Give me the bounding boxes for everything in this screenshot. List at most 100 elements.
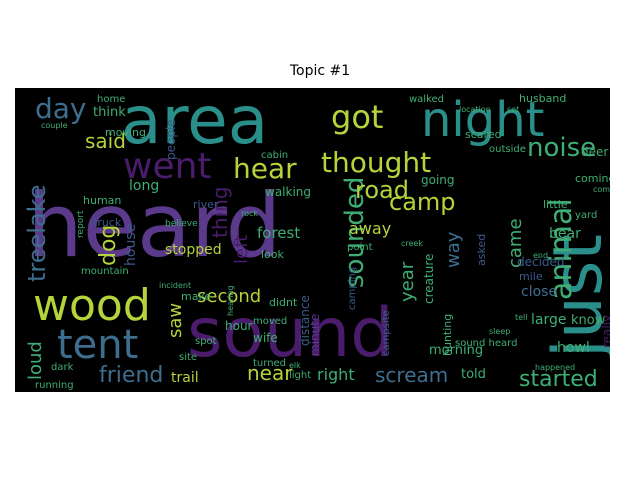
word-campsite: campsite — [381, 310, 392, 356]
word-decided: decided — [517, 255, 565, 269]
word-year: year — [397, 261, 418, 302]
word-going: going — [421, 173, 455, 187]
word-animal: animal — [544, 198, 579, 300]
word-didnt: didnt — [269, 296, 298, 309]
word-running: running — [35, 380, 74, 391]
word-moved: moved — [253, 316, 287, 327]
word-said: said — [85, 129, 126, 153]
word-human: human — [83, 194, 121, 207]
word-believe: believe — [165, 219, 198, 229]
word-morning: morning — [429, 343, 483, 358]
word-tell: tell — [515, 313, 528, 322]
word-tent: tent — [57, 322, 138, 368]
word-thing: thing — [208, 187, 232, 238]
word-day: day — [35, 92, 87, 125]
word-started: started — [519, 367, 598, 392]
word-rock: rock — [241, 209, 258, 218]
word-couple: couple — [41, 121, 68, 130]
word-creek: creek — [401, 239, 423, 248]
word-left: left — [231, 235, 252, 264]
word-mile: mile — [519, 270, 543, 283]
word-moving: moving — [105, 126, 146, 139]
word-long: long — [129, 178, 159, 194]
word-set: set — [507, 105, 519, 114]
word-mountain: mountain — [81, 266, 129, 277]
word-dog: dog — [96, 225, 121, 266]
word-area: area — [121, 88, 268, 159]
word-dark: dark — [51, 362, 74, 373]
word-thought: thought — [321, 146, 431, 179]
word-cabin: cabin — [261, 150, 288, 161]
word-told: told — [461, 367, 486, 382]
word-sounded: sounded — [340, 177, 370, 288]
word-incident: incident — [159, 281, 191, 290]
word-went: went — [123, 146, 212, 187]
plot-title: Topic #1 — [289, 63, 351, 79]
word-howl: howl — [557, 340, 590, 356]
word-minute: minute — [308, 314, 322, 356]
word-loud: loud — [25, 341, 46, 380]
word-camp: camp — [389, 188, 456, 216]
word-house: house — [123, 224, 139, 266]
word-way: way — [443, 231, 464, 268]
word-wife: wife — [253, 331, 278, 345]
word-hearing: hearing — [226, 285, 235, 316]
word-forest: forest — [257, 224, 300, 242]
word-noise: noise — [527, 133, 596, 163]
word-location: location — [459, 105, 491, 114]
word-coming: coming — [575, 172, 610, 185]
word-river: river — [193, 198, 219, 211]
word-got: got — [331, 98, 383, 136]
word-night: night — [421, 92, 544, 148]
word-hour: hour — [225, 319, 253, 333]
word-second: second — [197, 286, 261, 307]
word-away: away — [349, 219, 391, 238]
word-look: look — [261, 248, 285, 261]
word-sound: sound — [187, 294, 393, 373]
word-hunting: hunting — [441, 314, 454, 356]
word-walked: walked — [409, 94, 444, 105]
word-think: think — [93, 105, 126, 120]
word-large: large — [531, 312, 566, 328]
word-truck: truck — [93, 216, 122, 229]
word-creature: creature — [422, 254, 436, 304]
word-trail: trail — [171, 370, 199, 386]
word-walking: walking — [265, 185, 311, 199]
word-turned: turned — [253, 358, 286, 369]
word-scream: scream — [375, 363, 448, 387]
word-deer: deer — [581, 145, 608, 159]
word-happened: happened — [535, 363, 575, 372]
word-home: home — [97, 94, 125, 105]
word-just: just — [539, 234, 610, 360]
word-distance: distance — [298, 295, 312, 346]
word-point: point — [347, 242, 373, 253]
word-came: came — [505, 218, 526, 268]
word-little: little — [543, 198, 568, 211]
word-sound-heard: sound heard — [455, 338, 517, 349]
word-elk: elk — [289, 361, 301, 370]
word-right: right — [317, 365, 355, 384]
word-really: really — [600, 315, 610, 348]
word-husband: husband — [519, 92, 566, 105]
word-friend: friend — [99, 363, 163, 388]
word-spot: spot — [195, 336, 217, 347]
word-road: road — [355, 176, 409, 204]
word-close: close — [521, 284, 557, 300]
word-come: come — [593, 185, 610, 194]
word-report: report — [76, 210, 86, 238]
word-saw: saw — [165, 303, 186, 338]
word-wood: wood — [33, 280, 151, 331]
word-know: know — [571, 313, 606, 328]
word-yard: yard — [575, 210, 597, 221]
word-near: near — [247, 361, 293, 385]
word-camping: camping — [347, 267, 358, 310]
word-light: light — [289, 370, 311, 381]
word-outside: outside — [489, 144, 526, 155]
word-make: make — [181, 290, 211, 303]
word-people: people — [164, 119, 178, 160]
word-asked: asked — [475, 234, 488, 266]
word-hear: hear — [233, 152, 297, 185]
word-sleep: sleep — [489, 327, 510, 336]
word-treelake: treelake — [23, 185, 51, 282]
